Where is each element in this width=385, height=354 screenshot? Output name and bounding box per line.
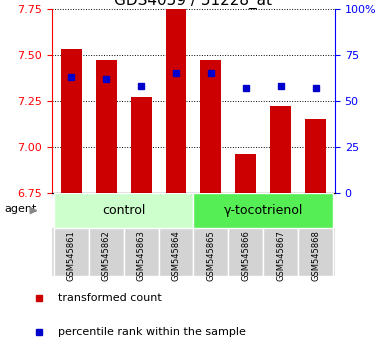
Bar xyxy=(54,193,193,228)
Bar xyxy=(193,228,228,276)
Text: γ-tocotrienol: γ-tocotrienol xyxy=(224,204,303,217)
Bar xyxy=(89,228,124,276)
Bar xyxy=(305,119,326,193)
Bar xyxy=(95,61,117,193)
Bar xyxy=(201,61,221,193)
Text: GSM545866: GSM545866 xyxy=(241,230,250,281)
Bar xyxy=(61,49,82,193)
Text: GSM545862: GSM545862 xyxy=(102,230,110,280)
Bar xyxy=(166,5,186,193)
Text: percentile rank within the sample: percentile rank within the sample xyxy=(58,327,246,337)
Bar xyxy=(124,228,159,276)
Text: GSM545865: GSM545865 xyxy=(206,230,216,280)
Bar xyxy=(298,228,333,276)
Bar xyxy=(159,228,194,276)
Text: agent: agent xyxy=(4,204,37,214)
Text: transformed count: transformed count xyxy=(58,293,161,303)
Text: control: control xyxy=(102,204,145,217)
Bar xyxy=(263,228,298,276)
Title: GDS4059 / 51228_at: GDS4059 / 51228_at xyxy=(114,0,273,9)
Text: GSM545863: GSM545863 xyxy=(137,230,146,281)
Bar xyxy=(193,193,333,228)
Text: GSM545861: GSM545861 xyxy=(67,230,76,280)
Bar xyxy=(270,107,291,193)
Bar xyxy=(54,228,89,276)
Text: GSM545867: GSM545867 xyxy=(276,230,285,281)
Bar xyxy=(228,228,263,276)
Bar xyxy=(235,154,256,193)
Text: GSM545868: GSM545868 xyxy=(311,230,320,281)
Text: GSM545864: GSM545864 xyxy=(171,230,181,280)
Bar xyxy=(131,97,152,193)
